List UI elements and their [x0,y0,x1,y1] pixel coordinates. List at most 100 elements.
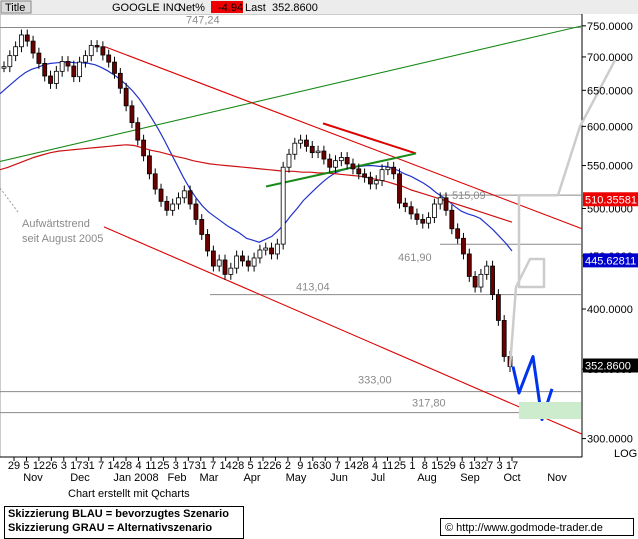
price-bar-body [304,139,309,147]
x-tick-label: 11 [382,460,393,472]
price-bar-body [274,243,280,255]
x-tick-label: 13 [469,460,481,472]
price-bar-body [216,259,222,267]
x-tick-label: 5 [23,460,29,472]
x-tick-label: 5 [247,460,253,472]
price-bar-body [245,260,251,267]
x-tick-label: 26 [269,460,281,472]
price-bar-body [426,217,431,224]
instrument-name: GOOGLE INC [112,2,182,14]
x-month-label: Jun [330,472,348,484]
price-bar-body [257,249,263,259]
x-month-label: Jan 2008 [113,472,158,484]
x-month-label: Mar [200,472,219,484]
price-bar-body [385,166,391,171]
price-bar-body [152,173,158,190]
price-bar-body [30,40,36,54]
annotation-since: seit August 2005 [22,233,103,245]
x-tick-label: 3 [61,460,67,472]
price-bar-body [269,247,274,255]
price-bar-body [71,65,77,78]
price-bar-body [13,46,19,57]
header-bar [0,0,638,14]
price-bar-body [298,139,304,144]
price-bar-body [77,61,83,78]
x-axis-ticks: 29 5 12 26 3 17 31 7 14 28 4 11 25 3 17 31 7 14 28 5 12 26 2 9 1… [8,457,567,484]
x-tick-label: 1 [409,460,415,472]
price-bar-body [123,87,129,107]
title-button[interactable] [0,0,32,14]
x-tick-label: 12 [33,460,45,472]
level-label: 461,90 [398,252,432,264]
price-bar-body [181,190,187,199]
price-bar-body [24,34,30,42]
x-tick-label: 28 [232,460,244,472]
level-label: 333,00 [358,375,392,387]
y-tick-label: 550.0000 [587,161,633,173]
x-tick-label: 29 [444,460,456,472]
price-bar-body [222,259,228,275]
price-bar-body [455,228,461,239]
price-bar-body [106,54,112,63]
price-bar-body [350,163,356,170]
price-bar-body [199,219,205,235]
x-tick-label: 28 [120,460,132,472]
chart-credit: Chart erstellt mit Qcharts [68,488,190,500]
price-bar-body [449,209,455,230]
price-bar-body [228,267,234,275]
x-month-label: Aug [417,472,437,484]
price-bar-body [7,55,13,68]
price-bar-body [309,145,315,154]
x-tick-label: 6 [459,460,465,472]
price-bar-body [193,203,199,220]
copyright-icon: © [445,522,454,534]
x-month-label: Nov [547,472,567,484]
y-tick-label: 700.0000 [587,52,633,64]
source-link[interactable]: © http://www.godmode-trader.de [440,518,634,536]
price-bar-body [129,105,135,124]
price-bar-body [94,45,100,48]
x-tick-label: 7 [98,460,104,472]
x-tick-label: 17 [506,460,518,472]
scenario-legend: Skizzierung BLAU = bevorzugtes Szenario … [4,506,244,539]
price-bar-body [408,206,414,215]
price-bar-body [327,158,333,168]
price-bar-body [431,203,437,219]
x-month-label: Feb [168,472,187,484]
x-month-label: Oct [503,472,520,484]
y-axis-mode: LOG [614,448,637,460]
level-label: 515,09 [452,190,486,202]
x-month-label: Nov [23,472,43,484]
moving-average-line [0,144,513,223]
x-tick-label: 29 [8,460,20,472]
price-bar-body [210,250,216,267]
price-bar-body [478,273,484,288]
y-tick-label: 300.0000 [587,434,633,446]
price-bar-body [501,320,507,357]
x-tick-label: 4 [372,460,378,472]
last-label: Last [245,2,266,14]
x-tick-label: 17 [182,460,194,472]
x-tick-label: 30 [319,460,331,472]
x-month-label: Jul [371,472,385,484]
x-tick-label: 15 [431,460,443,472]
x-tick-label: 8 [422,460,428,472]
price-bar-body [472,276,478,288]
price-bar-body [315,150,321,154]
price-bar-body [234,255,240,269]
x-tick-label: 14 [220,460,232,472]
price-bar-body [356,168,362,175]
x-month-label: May [286,472,307,484]
x-tick-label: 11 [145,460,156,472]
price-bar-body [176,197,181,205]
price-bar-body [141,139,146,157]
net-label: Net% [178,2,205,14]
price-bar-body [48,75,53,84]
price-bar-body [240,255,245,262]
price-bar-body [170,203,176,211]
x-month-label: Sep [460,472,480,484]
level-label: 317,80 [412,398,446,410]
price-bar-body [286,153,292,168]
price-bars [1,29,513,373]
